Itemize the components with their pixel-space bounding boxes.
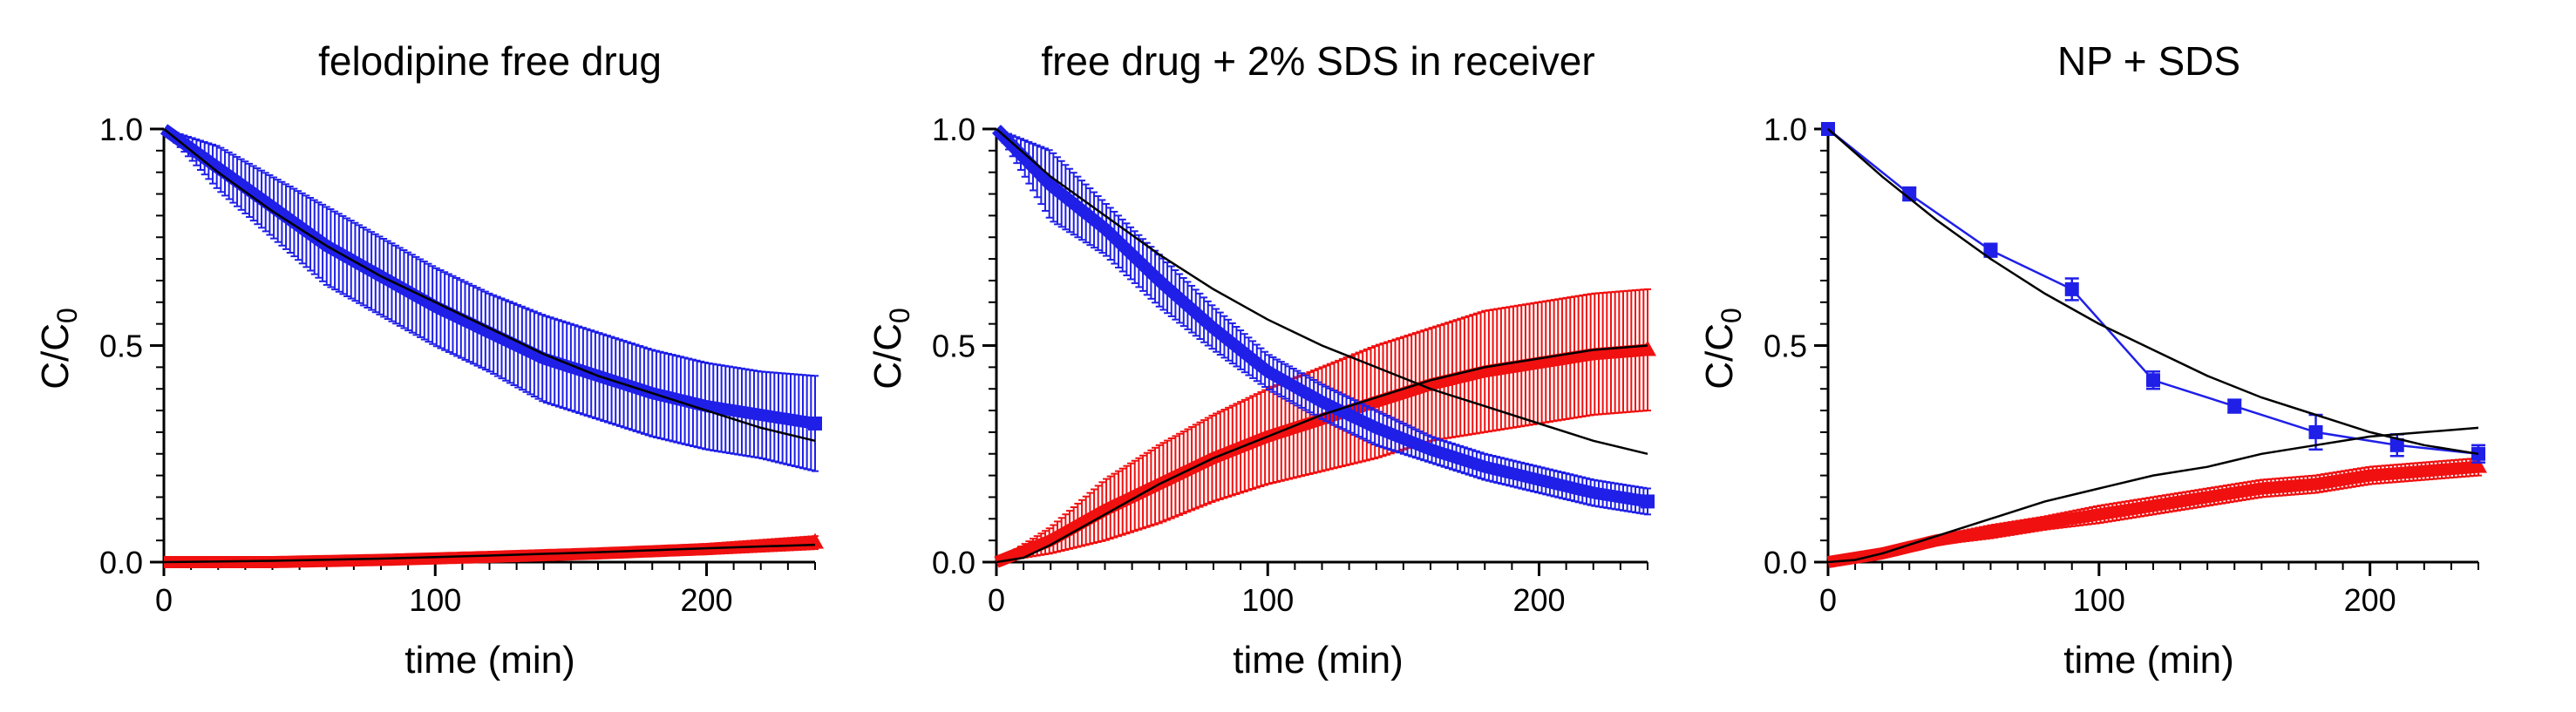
- series-red: [1825, 457, 2487, 568]
- y-axis-label: C/C0: [1698, 308, 1747, 390]
- y-axis-label-subscript: 0: [884, 308, 915, 323]
- data-point: [2470, 457, 2487, 473]
- axes: 0 100 200 0.0 0.5 1.0: [1764, 112, 2479, 618]
- x-tick-label: 100: [409, 582, 461, 618]
- x-tick-label: 0: [988, 582, 1005, 618]
- x-axis-label: time (min): [2063, 639, 2234, 681]
- chart-title: free drug + 2% SDS in receiver: [1041, 38, 1594, 84]
- chart-title: NP + SDS: [2057, 38, 2240, 84]
- y-tick-label: 0.5: [1764, 329, 1807, 364]
- axes: 0 100 200 0.0 0.5 1.0: [99, 112, 816, 618]
- x-tick-label: 0: [1819, 582, 1837, 618]
- x-tick-label: 100: [2073, 582, 2125, 618]
- data-point: [1983, 243, 1998, 258]
- series-band: [161, 536, 818, 568]
- y-axis-label-subscript: 0: [1716, 308, 1747, 323]
- fit-curve: [1827, 128, 2479, 456]
- chart-title: felodipine free drug: [318, 38, 662, 84]
- series-band: [160, 124, 818, 430]
- y-tick-label: 0.0: [932, 545, 975, 580]
- y-tick-label: 1.0: [1764, 112, 1807, 147]
- y-axis-label-main: C/C: [1698, 323, 1741, 390]
- axes: 0 100 200 0.0 0.5 1.0: [932, 112, 1648, 618]
- x-tick-label: 200: [680, 582, 732, 618]
- y-axis-label: C/C0: [867, 308, 915, 390]
- x-axis-label: time (min): [1233, 639, 1404, 681]
- fit-curve: [996, 344, 1648, 564]
- data-point: [2064, 281, 2079, 296]
- data-point: [2227, 399, 2242, 414]
- series-red: [994, 288, 1656, 568]
- data-point: [808, 416, 822, 431]
- y-tick-label: 1.0: [99, 112, 143, 147]
- series-blue: [1821, 122, 2485, 464]
- data-point: [1641, 494, 1655, 509]
- data-point: [2308, 424, 2323, 439]
- x-tick-label: 100: [1241, 582, 1294, 618]
- series-blue: [160, 124, 822, 472]
- x-tick-label: 200: [1512, 582, 1565, 618]
- data-point: [1902, 186, 1917, 201]
- y-axis-label: C/C0: [34, 308, 83, 390]
- y-tick-label: 0.0: [99, 545, 143, 580]
- series-blue: [991, 125, 1655, 516]
- y-tick-label: 0.0: [1764, 545, 1807, 580]
- panel-free-drug-sds: free drug + 2% SDS in receiver time (min…: [867, 38, 1656, 681]
- fit-curve: [996, 128, 1648, 456]
- panel-np-sds: NP + SDS time (min) C/C0 0 100 2000.00.51.…: [1698, 38, 2487, 681]
- x-tick-label: 0: [155, 582, 173, 618]
- series-line: [1827, 128, 2479, 456]
- y-axis-label-main: C/C: [867, 323, 909, 390]
- fit-curve: [1827, 426, 2479, 564]
- panel-felodipine-free-drug: felodipine free drug time (min) C/C0 0 10…: [34, 38, 824, 681]
- fit-curve: [163, 128, 816, 443]
- y-axis-label-main: C/C: [34, 323, 77, 390]
- y-tick-label: 1.0: [932, 112, 975, 147]
- series-band: [1825, 460, 2481, 568]
- x-axis-label: time (min): [404, 639, 575, 681]
- x-tick-label: 200: [2344, 582, 2396, 618]
- series-band: [991, 125, 1650, 508]
- y-tick-label: 0.5: [99, 329, 143, 364]
- data-point: [1639, 340, 1656, 356]
- y-axis-label-subscript: 0: [51, 308, 83, 323]
- data-point: [2146, 373, 2160, 388]
- fit-curve: [163, 543, 816, 564]
- data-point: [2389, 437, 2404, 452]
- y-tick-label: 0.5: [932, 329, 975, 364]
